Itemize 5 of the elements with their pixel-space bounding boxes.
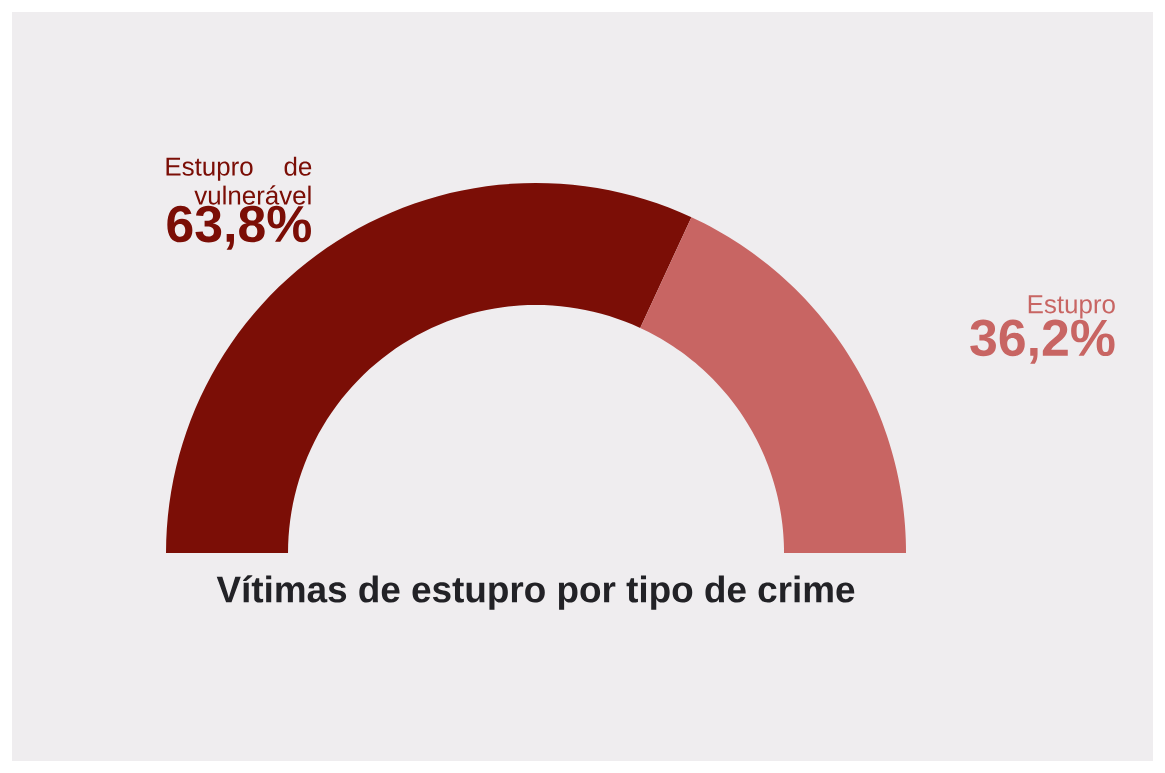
text: Vítimas de estupro por tipo de crime xyxy=(216,575,855,610)
data-label: 36,2% xyxy=(970,319,1115,364)
slice-label: Estupro de vulnerável xyxy=(166,156,312,205)
slice-label: Estupro xyxy=(1028,295,1115,319)
data-label: 63,8% xyxy=(167,205,311,250)
